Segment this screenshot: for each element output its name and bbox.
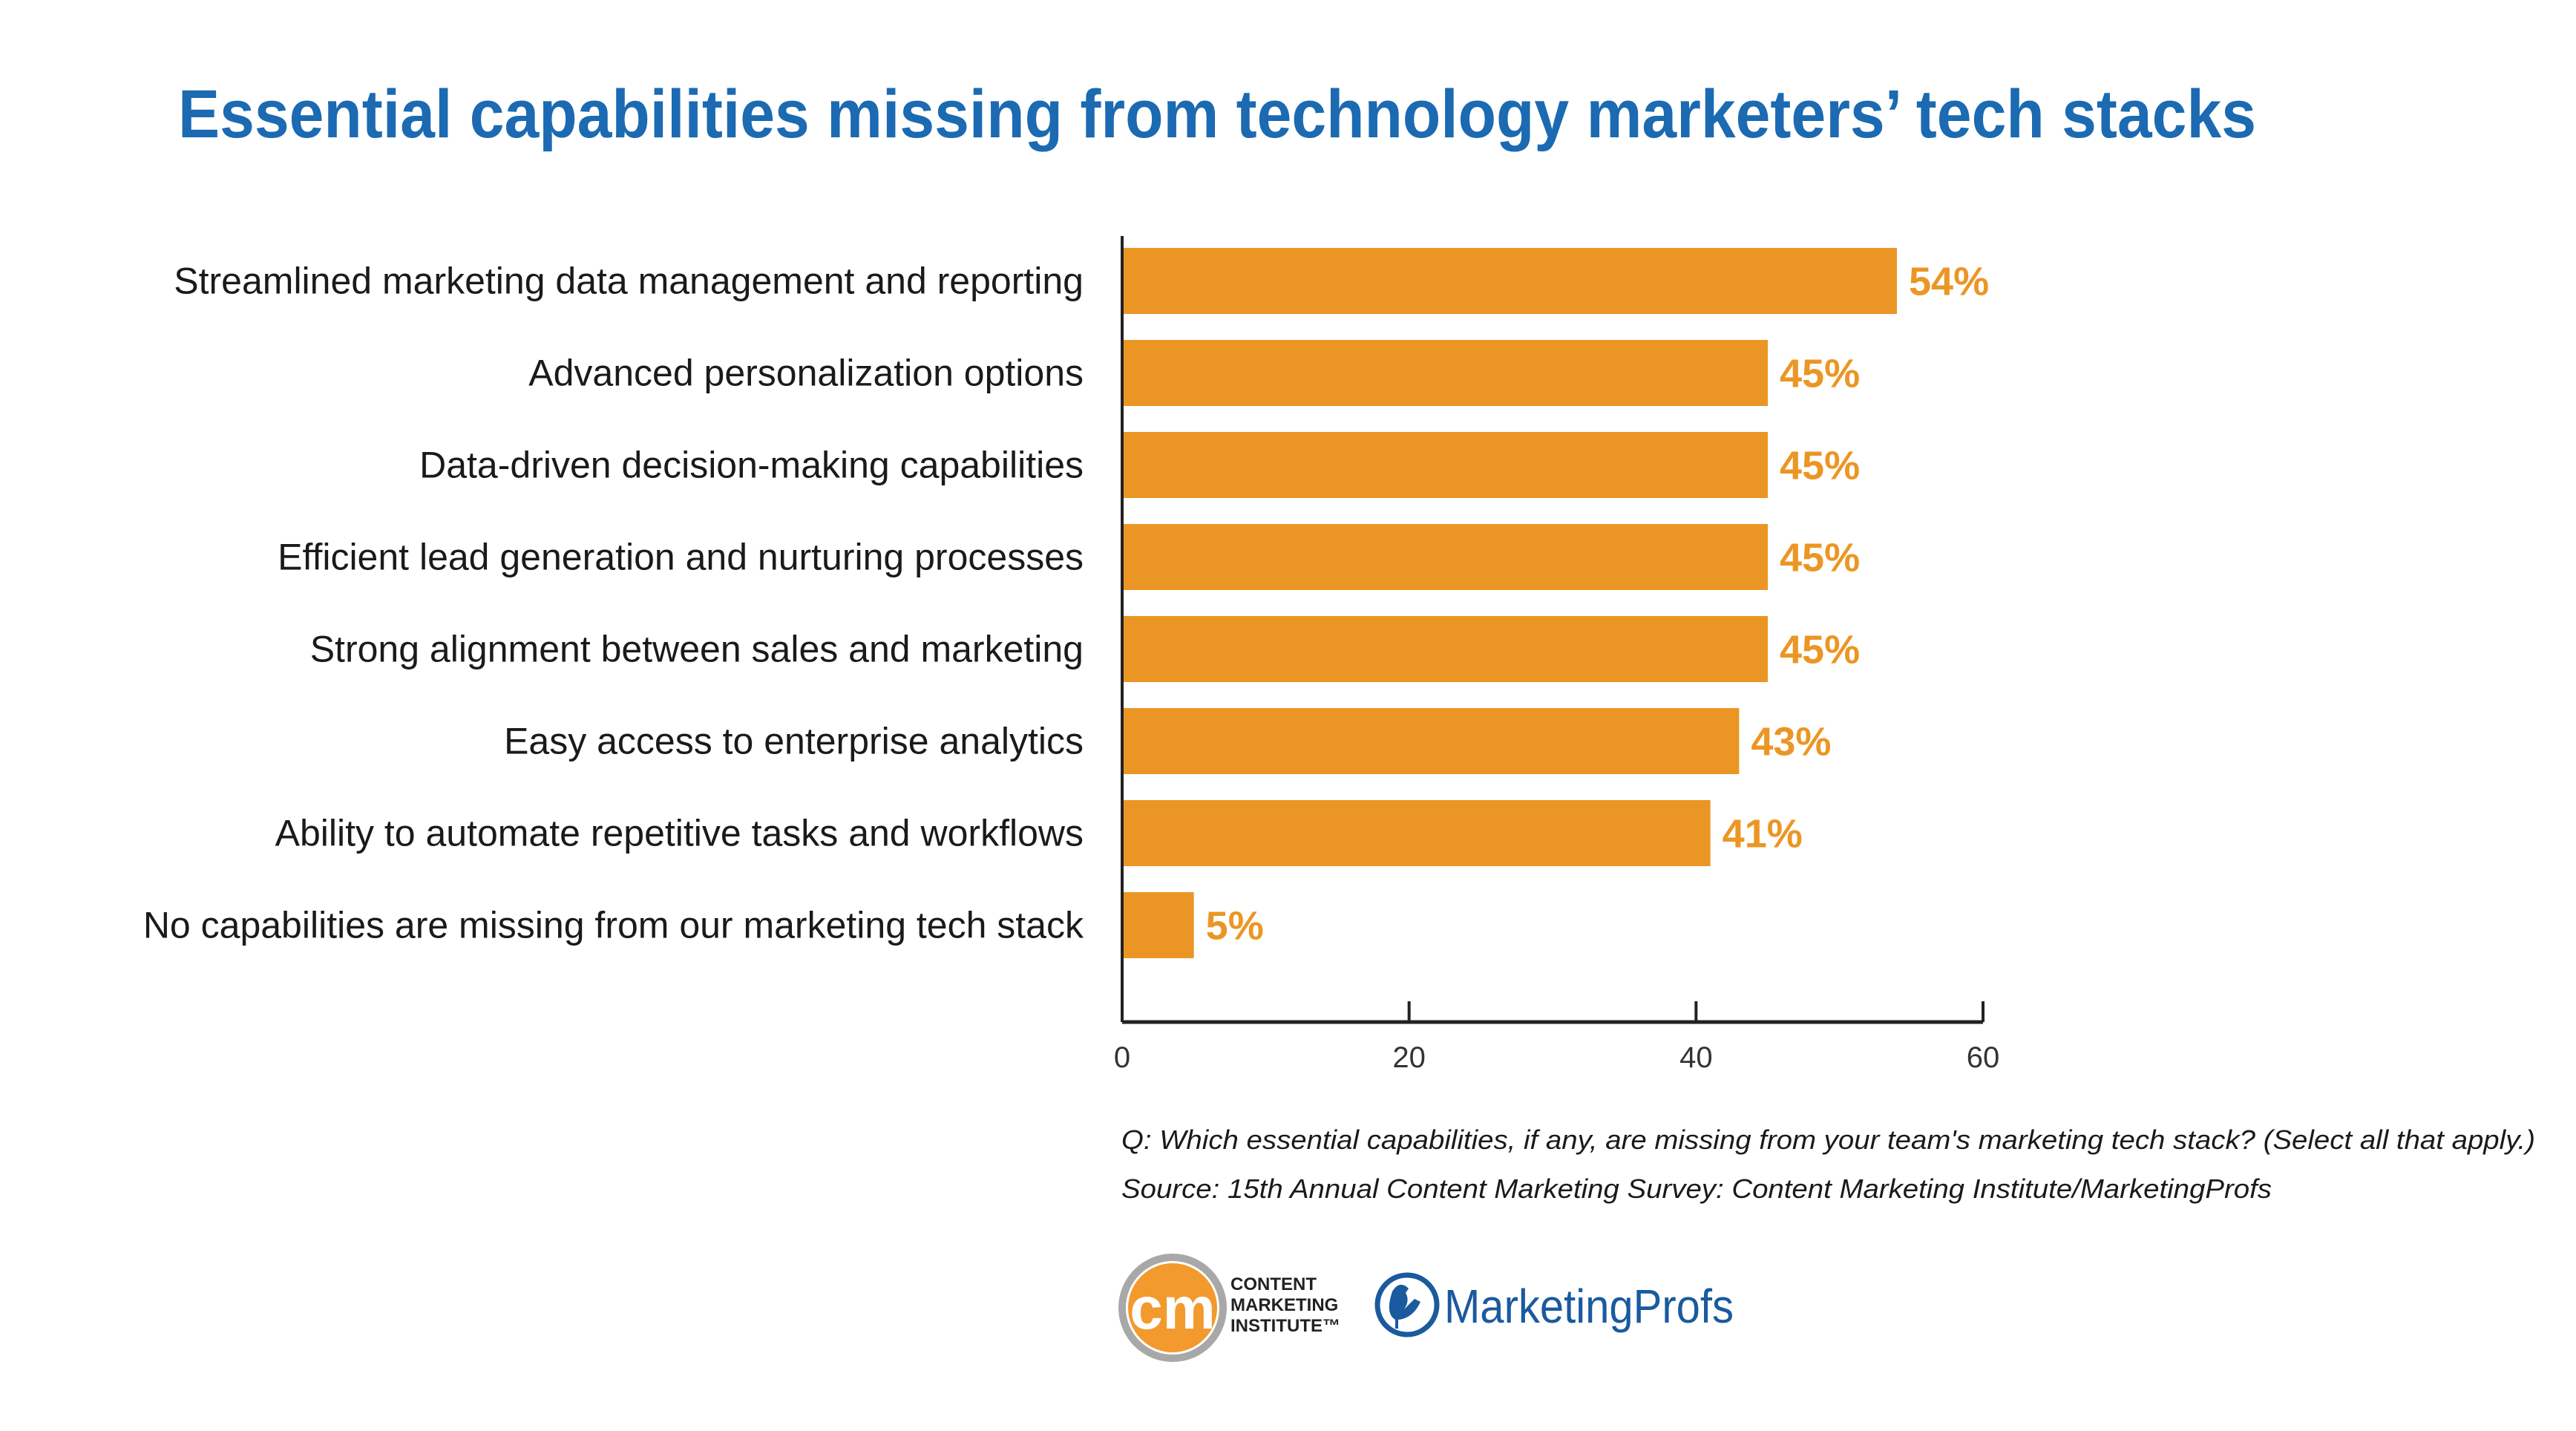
- category-label: Advanced personalization options: [528, 353, 1084, 394]
- cmi-logo-mark: cm: [1130, 1275, 1216, 1341]
- bar: [1122, 708, 1740, 774]
- data-label: 45%: [1780, 352, 1860, 396]
- cmi-logo-disc: [1128, 1263, 1217, 1352]
- footnote-question: Q: Which essential capabilities, if any,…: [1121, 1124, 2535, 1155]
- bar: [1122, 892, 1194, 958]
- category-label: Data-driven decision-making capabilities: [419, 445, 1084, 486]
- x-tick-label: 20: [1392, 1041, 1426, 1074]
- data-label: 54%: [1909, 260, 1989, 304]
- cmi-logo-line-1: CONTENT: [1230, 1274, 1317, 1294]
- data-label: 45%: [1780, 536, 1860, 580]
- data-label: 45%: [1780, 628, 1860, 672]
- x-tick-label: 0: [1114, 1041, 1130, 1074]
- cmi-logo: cm CONTENT MARKETING INSTITUTE™: [1118, 1254, 1340, 1362]
- x-tick-label: 40: [1679, 1041, 1713, 1074]
- bars: Streamlined marketing data management an…: [143, 248, 1989, 958]
- bar: [1122, 340, 1768, 406]
- category-label: Ability to automate repetitive tasks and…: [275, 813, 1084, 854]
- bar: [1122, 248, 1897, 314]
- x-tick-label: 60: [1967, 1041, 2000, 1074]
- bar: [1122, 800, 1711, 866]
- bar: [1122, 524, 1768, 590]
- category-label: Easy access to enterprise analytics: [504, 721, 1084, 762]
- bar: [1122, 432, 1768, 498]
- data-label: 41%: [1723, 812, 1803, 857]
- cmi-logo-line-3: INSTITUTE™: [1230, 1316, 1340, 1336]
- category-label: Streamlined marketing data management an…: [174, 261, 1084, 302]
- marketingprofs-wordmark: MarketingProfs: [1444, 1280, 1734, 1333]
- marketingprofs-bird-icon: [1374, 1272, 1440, 1337]
- data-label: 45%: [1780, 444, 1860, 488]
- x-axis: 0 20 40 60: [1114, 236, 1999, 1074]
- data-label: 5%: [1206, 904, 1264, 949]
- bird-icon: [1389, 1284, 1420, 1329]
- bar: [1122, 616, 1768, 682]
- category-label: Strong alignment between sales and marke…: [310, 629, 1084, 670]
- data-label: 43%: [1751, 720, 1831, 764]
- cmi-logo-line-2: MARKETING: [1230, 1295, 1338, 1315]
- chart-title: Essential capabilities missing from tech…: [178, 76, 2256, 152]
- marketingprofs-logo: MarketingProfs: [1374, 1272, 1734, 1337]
- category-label: Efficient lead generation and nurturing …: [278, 537, 1084, 578]
- footnote-source: Source: 15th Annual Content Marketing Su…: [1121, 1173, 2272, 1204]
- category-label: No capabilities are missing from our mar…: [143, 905, 1084, 946]
